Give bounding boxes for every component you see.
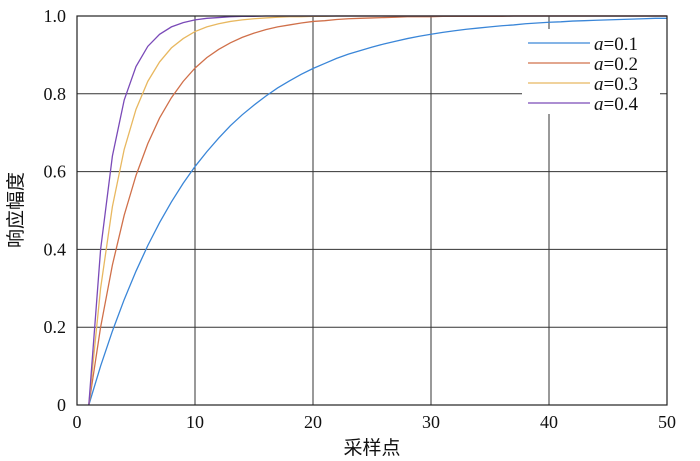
y-axis-label: 响应幅度 (5, 172, 27, 248)
x-tick-label: 0 (73, 412, 82, 432)
legend-label-value: =0.3 (604, 74, 638, 95)
legend-label: a=0.3 (594, 74, 638, 95)
legend-label-value: =0.2 (604, 54, 638, 75)
x-tick-label: 20 (304, 412, 322, 432)
x-tick-label: 50 (658, 412, 676, 432)
x-tick-label: 10 (186, 412, 204, 432)
legend-label-variable: a (594, 94, 604, 115)
legend-label-variable: a (594, 54, 604, 75)
x-tick-label: 40 (540, 412, 558, 432)
legend-label-value: =0.1 (604, 34, 638, 55)
tick-labels: 0 10 20 30 40 50 0 0.2 0.4 0.6 0.8 1.0 (44, 6, 677, 432)
x-tick-label: 30 (422, 412, 440, 432)
legend-label: a=0.2 (594, 54, 638, 75)
x-axis-label: 采样点 (343, 437, 400, 459)
y-tick-label: 1.0 (44, 6, 67, 26)
legend-label-variable: a (594, 34, 604, 55)
legend-label-value: =0.4 (604, 94, 639, 115)
y-tick-label: 0.4 (44, 239, 67, 259)
legend: a=0.1a=0.2a=0.3a=0.4 (522, 29, 660, 115)
y-tick-label: 0.6 (44, 162, 67, 182)
plot-frame (76, 15, 668, 406)
legend-label-variable: a (594, 74, 604, 95)
legend-label: a=0.1 (594, 34, 638, 55)
legend-background (522, 29, 660, 114)
y-tick-label: 0 (57, 395, 66, 415)
legend-label: a=0.4 (594, 94, 638, 115)
series-line-1 (88, 17, 667, 406)
y-tick-label: 0.8 (44, 84, 67, 104)
y-tick-label: 0.2 (44, 317, 67, 337)
